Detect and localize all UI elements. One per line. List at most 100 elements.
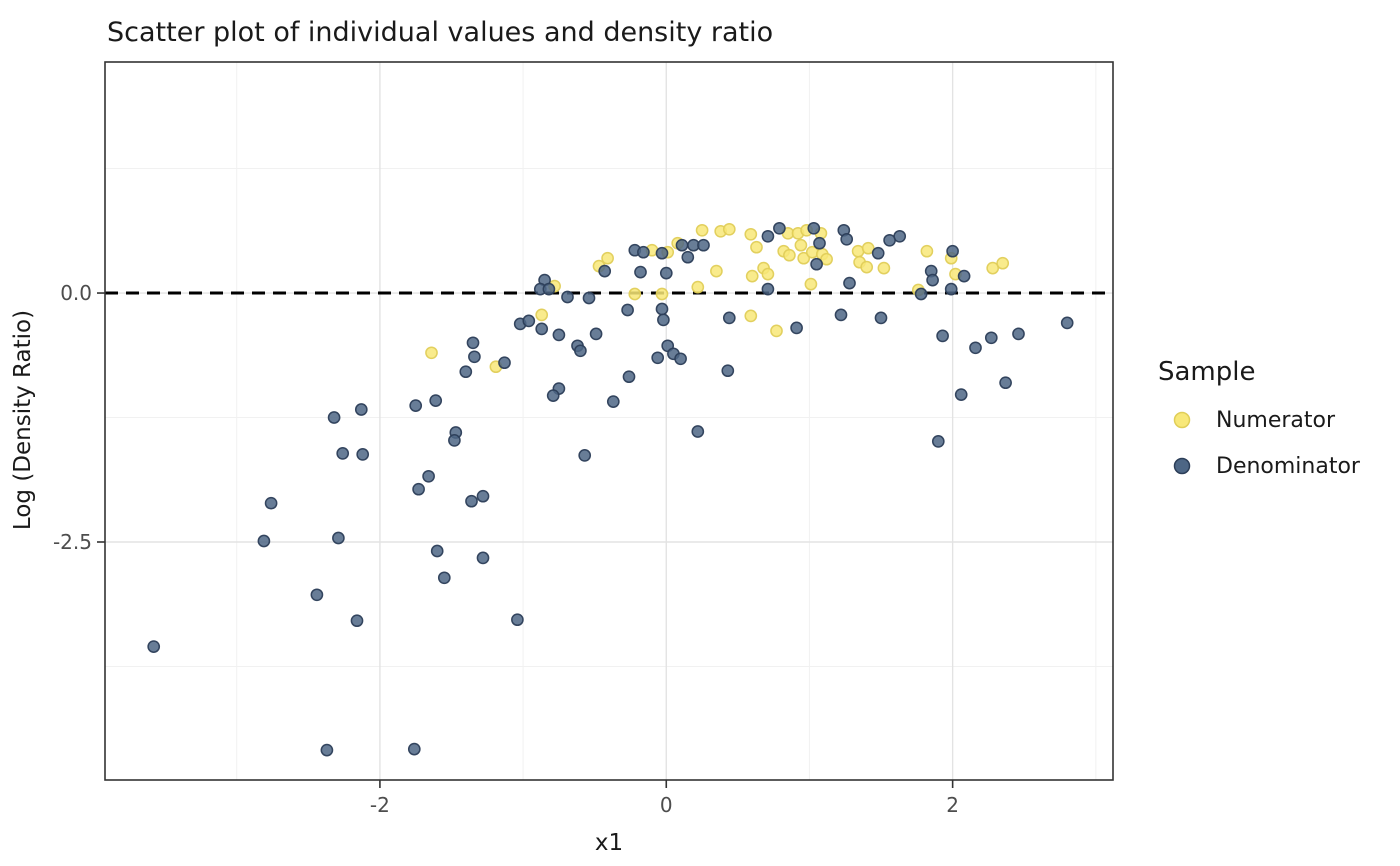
point-denominator — [320, 743, 334, 757]
point-denominator — [761, 282, 775, 296]
point-denominator — [356, 448, 370, 461]
point-denominator — [936, 329, 949, 343]
point-denominator — [926, 273, 939, 287]
point-denominator — [840, 232, 854, 246]
point-denominator — [790, 321, 803, 335]
point-denominator — [655, 246, 669, 260]
point-denominator — [957, 269, 971, 283]
point-numerator — [744, 309, 758, 323]
point-denominator — [546, 389, 560, 402]
point-denominator — [264, 496, 278, 510]
minor-gridlines — [105, 62, 1113, 780]
numerator-marker-icon — [1173, 411, 1191, 429]
legend-title: Sample — [1158, 357, 1256, 387]
point-numerator — [861, 241, 875, 255]
point-denominator — [511, 613, 524, 627]
point-numerator — [722, 222, 736, 236]
point-numerator — [820, 252, 833, 266]
point-denominator — [874, 311, 888, 325]
point-denominator — [336, 447, 350, 460]
panel-background — [105, 62, 1113, 780]
point-denominator — [257, 534, 271, 548]
point-numerator — [745, 269, 759, 283]
point-denominator — [681, 250, 695, 264]
point-denominator — [893, 229, 907, 243]
point-denominator — [535, 322, 549, 336]
point-denominator — [773, 221, 786, 235]
point-numerator — [535, 308, 549, 322]
point-numerator — [783, 248, 796, 262]
point-denominator — [310, 588, 324, 602]
point-denominator — [589, 327, 603, 341]
point-denominator — [914, 287, 928, 301]
point-denominator — [969, 341, 982, 355]
plot-panel: -2 0 2 0.0 -2.5 — [53, 61, 1114, 817]
point-denominator — [468, 350, 481, 364]
point-denominator — [466, 336, 480, 350]
legend-item-denominator: Denominator — [1173, 454, 1361, 479]
point-numerator — [710, 264, 723, 278]
point-denominator — [637, 245, 650, 259]
point-denominator — [931, 435, 945, 448]
point-denominator — [722, 311, 736, 325]
point-denominator — [542, 282, 556, 296]
x-tick-label: 2 — [946, 793, 959, 817]
point-numerator — [986, 261, 1000, 275]
point-denominator — [946, 244, 959, 258]
point-denominator — [498, 356, 511, 370]
point-denominator — [843, 276, 856, 290]
point-denominator — [476, 489, 490, 503]
point-denominator — [582, 291, 596, 305]
point-numerator — [920, 244, 934, 258]
point-denominator — [465, 494, 478, 508]
point-denominator — [697, 238, 710, 252]
point-denominator — [657, 313, 670, 327]
point-denominator — [422, 469, 435, 483]
denominator-marker-icon — [1173, 457, 1191, 475]
point-denominator — [674, 352, 687, 366]
point-denominator — [598, 264, 612, 278]
y-axis-label: Log (Density Ratio) — [10, 310, 36, 530]
y-tick-label: -2.5 — [53, 530, 92, 554]
legend-label-denominator: Denominator — [1216, 454, 1361, 479]
point-denominator — [327, 411, 341, 424]
point-denominator — [721, 364, 735, 378]
point-denominator — [944, 282, 958, 296]
legend: Sample Numerator Denominator — [1158, 357, 1361, 479]
point-numerator — [655, 287, 669, 301]
chart-title: Scatter plot of individual values and de… — [107, 17, 773, 48]
point-denominator — [984, 331, 998, 345]
point-denominator — [621, 303, 634, 317]
point-denominator — [691, 425, 705, 438]
point-denominator — [147, 640, 161, 653]
point-denominator — [606, 395, 620, 408]
point-denominator — [350, 614, 364, 628]
point-denominator — [810, 257, 823, 271]
point-denominator — [813, 236, 826, 250]
point-numerator — [996, 256, 1010, 270]
point-numerator — [695, 223, 709, 237]
point-denominator — [622, 370, 636, 384]
point-denominator — [651, 351, 665, 365]
point-numerator — [770, 324, 783, 338]
point-denominator — [561, 290, 574, 304]
point-denominator — [761, 229, 775, 243]
point-denominator — [574, 344, 587, 358]
point-numerator — [761, 267, 775, 281]
point-numerator — [691, 280, 705, 294]
point-numerator — [750, 240, 763, 254]
point-numerator — [628, 287, 642, 301]
point-denominator — [552, 328, 566, 342]
point-numerator — [794, 238, 808, 252]
point-denominator — [476, 551, 490, 565]
x-axis-ticks: -2 0 2 — [370, 780, 959, 817]
point-numerator — [804, 277, 818, 291]
point-denominator — [659, 266, 673, 280]
point-denominator — [448, 434, 461, 447]
point-denominator — [954, 388, 968, 401]
point-denominator — [871, 246, 885, 260]
x-tick-label: -2 — [370, 793, 390, 817]
point-denominator — [999, 376, 1012, 390]
point-denominator — [675, 238, 689, 252]
